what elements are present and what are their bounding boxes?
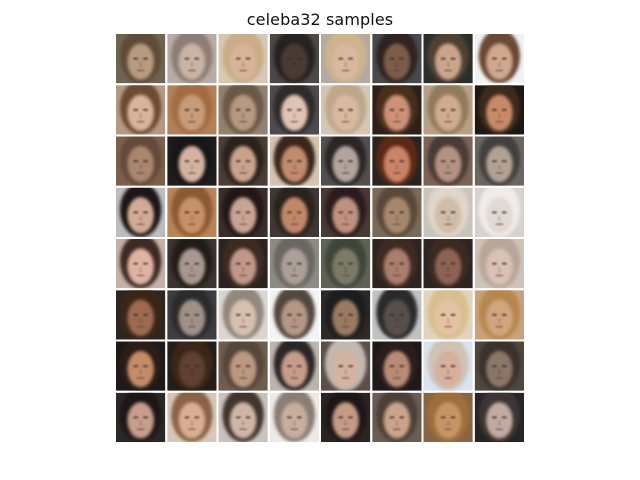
sample-tile: [372, 187, 422, 237]
sample-tile: [474, 136, 524, 186]
sample-tile: [321, 239, 371, 289]
sample-tile: [423, 34, 473, 84]
sample-tile: [116, 341, 166, 391]
sample-tile: [167, 187, 217, 237]
sample-tile: [474, 34, 524, 84]
sample-tile: [423, 290, 473, 340]
sample-tile: [218, 187, 268, 237]
sample-tile: [423, 392, 473, 442]
sample-tile: [321, 136, 371, 186]
sample-tile: [423, 341, 473, 391]
sample-tile: [269, 85, 319, 135]
sample-tile: [269, 136, 319, 186]
sample-tile: [372, 341, 422, 391]
sample-tile: [372, 392, 422, 442]
sample-tile: [474, 85, 524, 135]
sample-tile: [116, 392, 166, 442]
sample-tile: [474, 392, 524, 442]
sample-tile: [372, 136, 422, 186]
sample-tile: [423, 239, 473, 289]
sample-tile: [269, 187, 319, 237]
sample-tile: [116, 187, 166, 237]
sample-tile: [321, 392, 371, 442]
sample-tile: [269, 34, 319, 84]
sample-tile: [474, 341, 524, 391]
sample-tile: [269, 392, 319, 442]
sample-tile: [218, 85, 268, 135]
sample-tile: [116, 136, 166, 186]
sample-tile: [167, 290, 217, 340]
sample-tile: [321, 34, 371, 84]
sample-tile: [167, 136, 217, 186]
sample-tile: [218, 290, 268, 340]
sample-tile: [167, 239, 217, 289]
sample-tile: [372, 34, 422, 84]
sample-tile: [218, 136, 268, 186]
sample-tile: [423, 85, 473, 135]
sample-tile: [167, 85, 217, 135]
sample-tile: [116, 239, 166, 289]
sample-tile: [321, 85, 371, 135]
sample-tile: [474, 187, 524, 237]
sample-tile: [474, 239, 524, 289]
sample-tile: [372, 290, 422, 340]
sample-tile: [116, 290, 166, 340]
sample-tile: [167, 392, 217, 442]
sample-tile: [321, 187, 371, 237]
sample-tile: [423, 136, 473, 186]
sample-tile: [474, 290, 524, 340]
sample-tile: [321, 341, 371, 391]
sample-tile: [116, 34, 166, 84]
sample-tile: [372, 239, 422, 289]
sample-tile: [218, 239, 268, 289]
sample-tile: [269, 341, 319, 391]
sample-tile: [116, 85, 166, 135]
sample-tile: [167, 341, 217, 391]
sample-tile: [218, 341, 268, 391]
sample-tile: [269, 290, 319, 340]
sample-tile: [167, 34, 217, 84]
sample-tile: [321, 290, 371, 340]
sample-tile: [218, 392, 268, 442]
sample-tile: [372, 85, 422, 135]
figure-title: celeba32 samples: [246, 10, 394, 29]
sample-tile: [218, 34, 268, 84]
sample-grid-canvas: [116, 34, 524, 442]
sample-tile: [423, 187, 473, 237]
sample-tile: [269, 239, 319, 289]
sample-grid: [116, 34, 524, 442]
